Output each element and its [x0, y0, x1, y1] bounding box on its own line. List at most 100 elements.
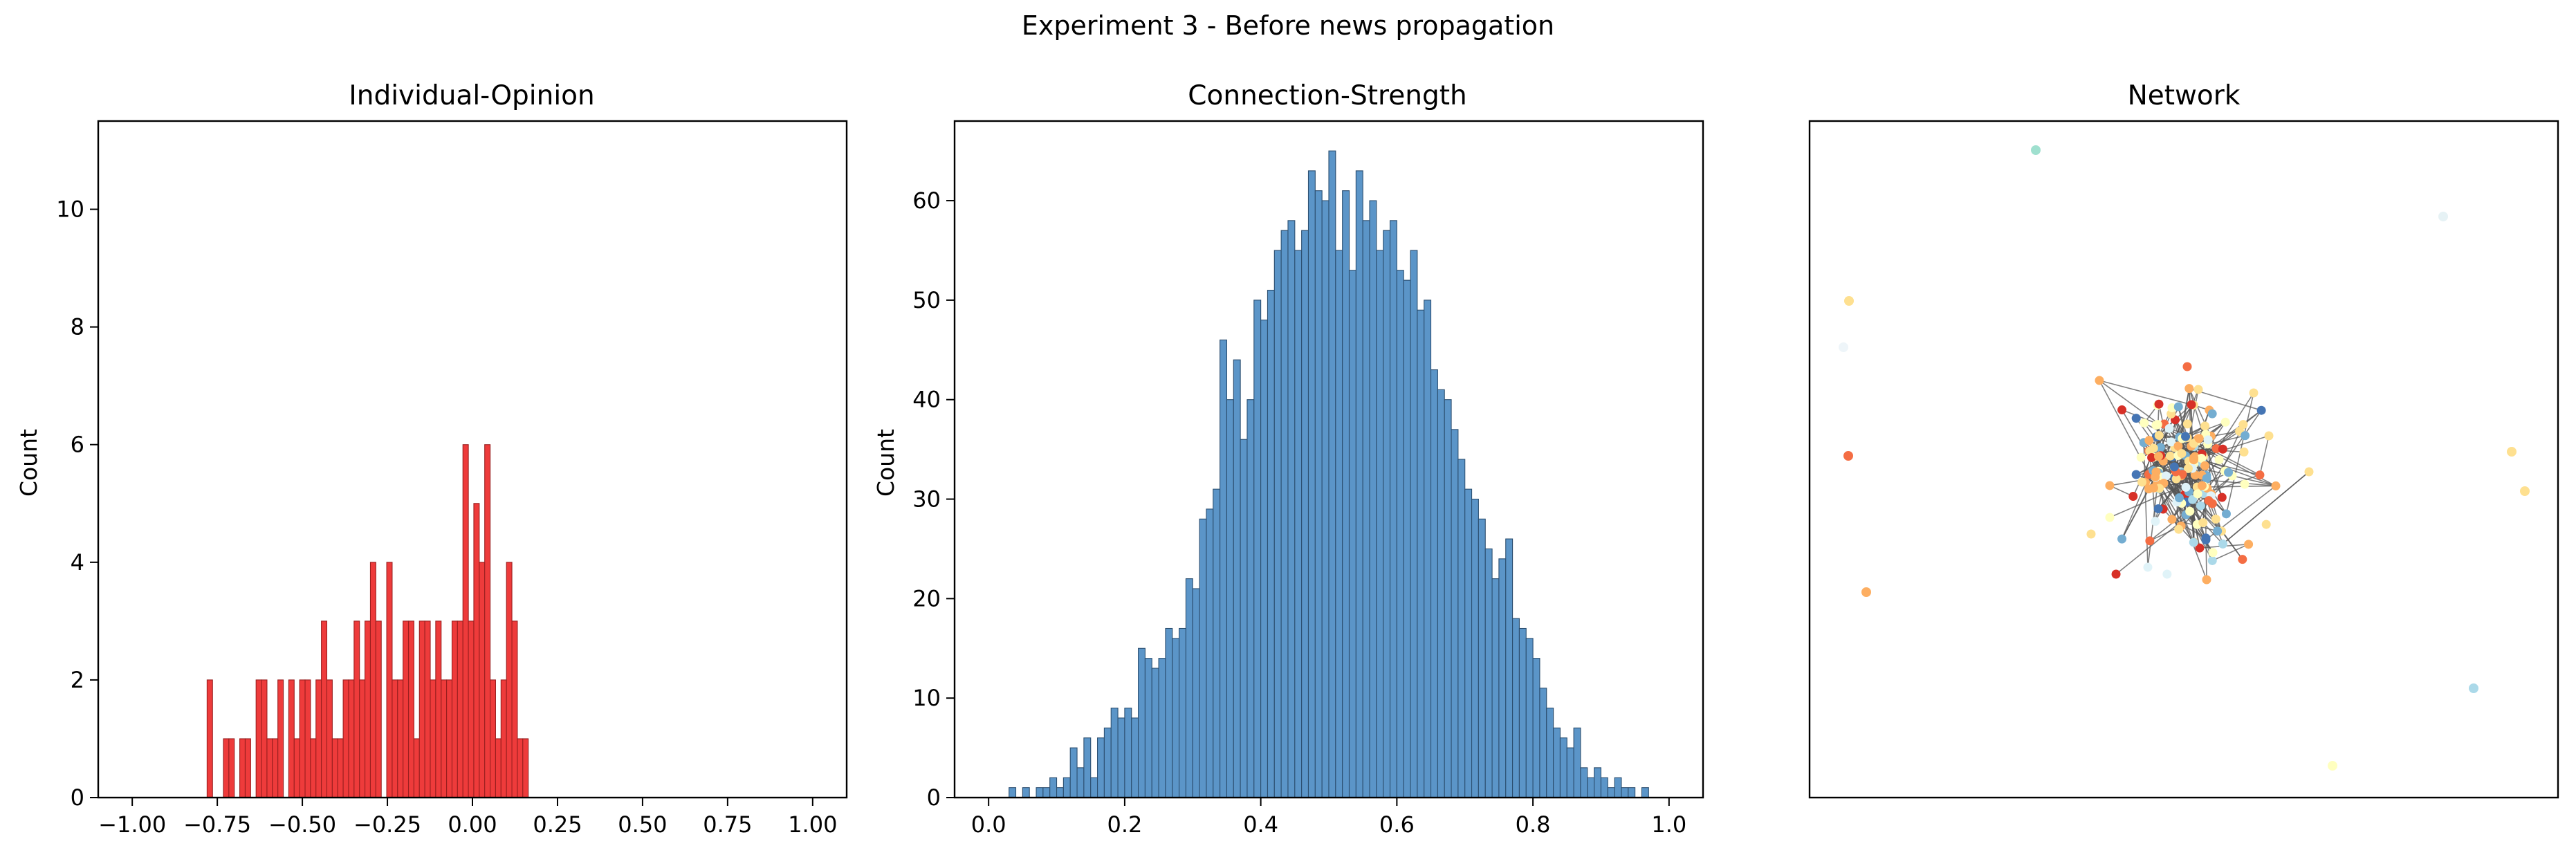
y-tick-label: 10: [912, 685, 941, 711]
network-node: [1839, 342, 1848, 352]
network-node: [2238, 555, 2247, 564]
network-node: [2217, 493, 2227, 502]
x-tick-label: 0.8: [1516, 811, 1551, 838]
network-node: [2195, 543, 2205, 553]
histogram-bar: [1138, 647, 1146, 798]
histogram-bar: [310, 738, 317, 798]
histogram-bar: [1342, 190, 1350, 798]
network-node: [2184, 384, 2194, 394]
histogram-bar: [1280, 230, 1289, 798]
histogram-bar: [1131, 717, 1139, 798]
histogram-bar: [1049, 777, 1058, 798]
histogram-bar: [1192, 588, 1200, 798]
individual-opinion-frame: [97, 120, 848, 799]
network-node: [2202, 575, 2211, 585]
histogram-bar: [1056, 787, 1064, 798]
histogram-bar: [1553, 727, 1561, 798]
histogram-bar: [326, 679, 333, 798]
y-tick-label: 2: [71, 667, 84, 693]
histogram-bar: [1566, 747, 1574, 798]
histogram-bar: [1253, 300, 1262, 798]
histogram-bar: [495, 738, 502, 798]
histogram-bar: [223, 738, 230, 798]
histogram-bar: [1396, 270, 1404, 798]
histogram-bar: [1213, 488, 1221, 798]
histogram-bar: [506, 562, 513, 798]
histogram-bar: [1117, 717, 1125, 798]
histogram-bar: [413, 738, 420, 798]
network-node: [2165, 451, 2175, 461]
histogram-bar: [1022, 787, 1030, 798]
y-tick-label: 0: [927, 784, 941, 811]
histogram-bar: [1559, 737, 1567, 798]
network-edge: [2153, 457, 2276, 487]
network-node: [2189, 537, 2198, 547]
y-tick-label: 50: [912, 287, 941, 313]
network-node: [2167, 515, 2177, 524]
network-node: [2220, 417, 2230, 427]
histogram-bar: [255, 679, 262, 798]
histogram-bar: [342, 679, 349, 798]
network-node: [2162, 569, 2172, 579]
histogram-bar: [424, 620, 431, 798]
histogram-bar: [446, 679, 453, 798]
histogram-bar: [1594, 767, 1602, 798]
histogram-bar: [1151, 668, 1159, 798]
network-node: [2149, 443, 2158, 453]
network-edge: [2099, 380, 2204, 457]
network-node: [2207, 409, 2217, 419]
x-tick-label: 1.0: [1651, 811, 1686, 838]
network-node: [2111, 569, 2121, 579]
network-node: [2105, 481, 2115, 490]
histogram-bar: [239, 738, 246, 798]
network-node: [2193, 385, 2203, 394]
network-frame: [1808, 120, 2559, 799]
histogram-bar: [1457, 459, 1466, 798]
y-tick-label: 6: [71, 432, 84, 458]
histogram-bar: [1294, 250, 1303, 798]
histogram-bar: [1451, 429, 1459, 798]
histogram-bar: [1246, 399, 1255, 798]
network-edge: [2196, 424, 2244, 525]
network-node: [2202, 474, 2211, 484]
histogram-bar: [1437, 389, 1445, 798]
histogram-bar: [277, 679, 284, 798]
histogram-bar: [304, 679, 311, 798]
network-node: [2469, 683, 2478, 693]
histogram-bar: [468, 620, 475, 798]
network-node: [2185, 506, 2195, 516]
y-tick-label: 0: [71, 784, 84, 811]
histogram-bar: [228, 738, 235, 798]
histogram-bar: [1355, 170, 1363, 798]
network-node: [2249, 388, 2258, 398]
network-node: [2198, 518, 2208, 528]
histogram-bar: [1226, 399, 1234, 798]
network-node: [2204, 496, 2214, 506]
histogram-bar: [1158, 658, 1166, 798]
network-node: [2164, 423, 2174, 433]
network-node: [2438, 212, 2448, 221]
histogram-bar: [1362, 220, 1370, 798]
network-node: [2154, 430, 2164, 440]
histogram-bar: [1090, 777, 1098, 798]
histogram-bar: [331, 738, 338, 798]
network-node: [2196, 501, 2205, 511]
histogram-bar: [1172, 638, 1180, 798]
histogram-bar: [315, 679, 322, 798]
network-node: [2174, 524, 2184, 534]
histogram-bar: [1403, 279, 1411, 798]
connection-strength-ylabel: Count: [872, 429, 899, 497]
histogram-bar: [1165, 627, 1173, 798]
histogram-bar: [418, 620, 425, 798]
network-node: [2182, 362, 2192, 371]
network-node: [2239, 447, 2249, 457]
network-node: [2194, 434, 2204, 443]
histogram-bar: [1498, 558, 1507, 798]
individual-opinion-bars: [206, 444, 529, 798]
network-node: [2153, 452, 2163, 461]
x-tick-label: 0.4: [1243, 811, 1278, 838]
y-tick-label: 4: [71, 549, 84, 576]
histogram-bar: [1628, 787, 1636, 798]
network-node: [2143, 562, 2153, 572]
histogram-bar: [462, 444, 469, 798]
